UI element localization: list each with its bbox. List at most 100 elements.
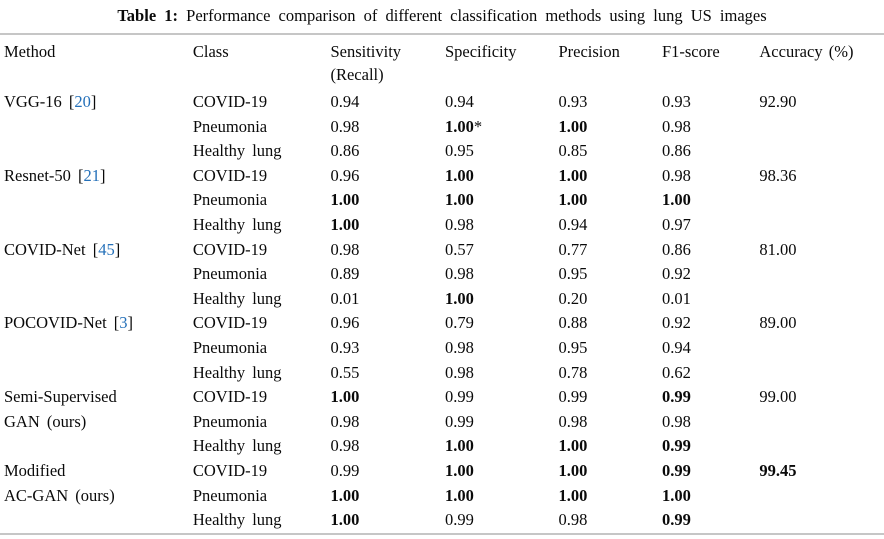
performance-table: Method Class Sensitivity (Recall) Specif… bbox=[0, 35, 884, 533]
method-cell: Semi-Supervised bbox=[4, 387, 117, 407]
metric-value: 1.00 bbox=[558, 165, 588, 185]
metric-value: 0.98 bbox=[661, 116, 691, 136]
method-cell bbox=[0, 262, 193, 287]
metric-value: 0.99 bbox=[444, 387, 474, 407]
metric-value: 0.01 bbox=[661, 288, 691, 308]
f1-score-cell: 1.00 bbox=[662, 188, 759, 213]
table-row: Pneumonia 0.89 0.98 0.95 0.92 bbox=[0, 262, 884, 287]
specificity-cell: 0.99 bbox=[445, 508, 559, 533]
f1-score-cell: 0.97 bbox=[662, 213, 759, 238]
metric-value: 0.98 bbox=[330, 239, 360, 259]
col-header-class: Class bbox=[192, 42, 229, 61]
f1-score-cell: 0.92 bbox=[662, 262, 759, 287]
precision-cell: 0.95 bbox=[558, 336, 661, 361]
specificity-cell: 0.98 bbox=[445, 213, 559, 238]
metric-value: 0.96 bbox=[330, 165, 360, 185]
metric-value: 0.99 bbox=[661, 510, 691, 530]
metric-value: 0.85 bbox=[558, 141, 588, 161]
table-row: Pneumonia 0.93 0.98 0.95 0.94 bbox=[0, 336, 884, 361]
sensitivity-cell: 0.98 bbox=[330, 434, 445, 459]
metric-value: 1.00 bbox=[330, 510, 360, 530]
metric-value: 0.95 bbox=[558, 264, 588, 284]
col-header-specificity: Specificity bbox=[444, 42, 517, 61]
citation-link[interactable]: 21 bbox=[83, 165, 101, 185]
metric-value: 0.98 bbox=[661, 411, 691, 431]
citation-link[interactable]: 3 bbox=[119, 313, 128, 333]
sensitivity-cell: 0.98 bbox=[330, 238, 445, 263]
table-row: Pneumonia 1.00 1.00 1.00 1.00 bbox=[0, 188, 884, 213]
metric-value: 1.00 bbox=[558, 190, 588, 210]
metric-value: 1.00 bbox=[661, 485, 691, 505]
f1-score-cell: 0.99 bbox=[662, 385, 759, 410]
header-row: Method Class Sensitivity (Recall) Specif… bbox=[0, 35, 884, 90]
specificity-cell: 0.79 bbox=[445, 311, 559, 336]
table-row: Healthy lung 0.86 0.95 0.85 0.86 bbox=[0, 139, 884, 164]
metric-value: 0.98 bbox=[330, 411, 360, 431]
metric-value: 1.00 bbox=[444, 460, 474, 480]
method-cell: Resnet-50 [21] bbox=[4, 165, 106, 185]
sensitivity-cell: 0.55 bbox=[330, 361, 445, 386]
sensitivity-cell: 1.00 bbox=[330, 385, 445, 410]
precision-cell: 0.88 bbox=[558, 311, 661, 336]
sensitivity-cell: 0.89 bbox=[330, 262, 445, 287]
specificity-cell: 0.99 bbox=[445, 410, 559, 435]
precision-cell: 0.77 bbox=[558, 238, 661, 263]
class-cell: COVID-19 bbox=[192, 313, 268, 333]
method-cell bbox=[0, 188, 193, 213]
accuracy-cell: 89.00 bbox=[759, 311, 884, 336]
metric-value: 0.98 bbox=[444, 337, 474, 357]
specificity-cell: 1.00* bbox=[445, 115, 559, 140]
citation-link[interactable]: 45 bbox=[98, 239, 115, 259]
metric-value: 0.98 bbox=[330, 436, 360, 456]
metric-value: 0.95 bbox=[444, 141, 474, 161]
accuracy-cell bbox=[759, 115, 884, 140]
table-row: POCOVID-Net [3] COVID-19 0.96 0.79 0.88 0.92 8… bbox=[0, 311, 884, 336]
class-cell: COVID-19 bbox=[192, 165, 268, 185]
metric-value: 89.00 bbox=[759, 313, 797, 333]
accuracy-cell: 92.90 bbox=[759, 90, 884, 115]
sensitivity-cell: 0.96 bbox=[330, 311, 445, 336]
col-header-sensitivity: Sensitivity (Recall) bbox=[330, 42, 402, 84]
method-cell: GAN (ours) bbox=[4, 411, 87, 431]
col-header-accuracy: Accuracy (%) bbox=[759, 42, 854, 61]
class-cell: Pneumonia bbox=[192, 411, 268, 431]
metric-value: 1.00 bbox=[558, 485, 588, 505]
f1-score-cell: 1.00 bbox=[662, 484, 759, 509]
metric-value: 0.98 bbox=[444, 214, 474, 234]
metric-value: 0.99 bbox=[661, 460, 691, 480]
table-row: COVID-Net [45] COVID-19 0.98 0.57 0.77 0.86 81… bbox=[0, 238, 884, 263]
metric-value: 0.57 bbox=[444, 239, 474, 259]
precision-cell: 0.78 bbox=[558, 361, 661, 386]
metric-value: 0.93 bbox=[558, 92, 588, 111]
citation-link[interactable]: 20 bbox=[74, 92, 91, 111]
f1-score-cell: 0.99 bbox=[662, 508, 759, 533]
table-header: Method Class Sensitivity (Recall) Specif… bbox=[0, 35, 884, 90]
table-caption: Table 1: Performance comparison of diffe… bbox=[0, 0, 884, 28]
metric-value: 0.55 bbox=[330, 362, 360, 382]
specificity-cell: 0.98 bbox=[445, 336, 559, 361]
sensitivity-cell: 0.98 bbox=[330, 115, 445, 140]
sensitivity-cell: 0.98 bbox=[330, 410, 445, 435]
precision-cell: 0.98 bbox=[558, 508, 661, 533]
metric-value: 1.00 bbox=[330, 190, 360, 210]
class-cell: COVID-19 bbox=[192, 460, 268, 480]
metric-value: 0.98 bbox=[330, 116, 360, 136]
metric-value: 0.98 bbox=[558, 411, 588, 431]
metric-value: 0.20 bbox=[558, 288, 588, 308]
method-cell: POCOVID-Net [3] bbox=[4, 313, 134, 333]
table-row: Pneumonia 0.98 1.00* 1.00 0.98 bbox=[0, 115, 884, 140]
metric-value: 0.96 bbox=[330, 313, 360, 333]
precision-cell: 0.98 bbox=[558, 410, 661, 435]
precision-cell: 1.00 bbox=[558, 115, 661, 140]
specificity-cell: 0.95 bbox=[445, 139, 559, 164]
table-row: Healthy lung 0.55 0.98 0.78 0.62 bbox=[0, 361, 884, 386]
table-row: Resnet-50 [21] COVID-19 0.96 1.00 1.00 0.98 98… bbox=[0, 164, 884, 189]
metric-value: 0.93 bbox=[330, 337, 360, 357]
method-cell bbox=[0, 336, 193, 361]
top-rule bbox=[0, 33, 884, 35]
table-row: Semi-Supervised COVID-19 1.00 0.99 0.99 0.99 9… bbox=[0, 385, 884, 410]
metric-value: 1.00 bbox=[661, 190, 691, 210]
specificity-cell: 0.57 bbox=[445, 238, 559, 263]
metric-value: 0.94 bbox=[444, 92, 474, 111]
